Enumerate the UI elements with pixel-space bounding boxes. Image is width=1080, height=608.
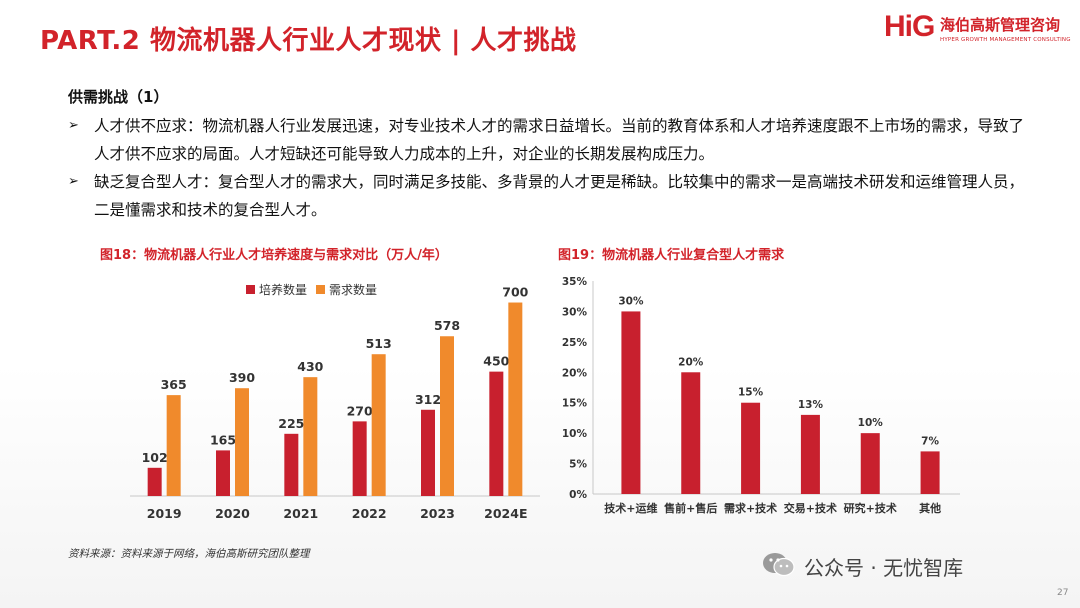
bullet-item: ➢ 人才供不应求：物流机器人行业发展迅速，对专业技术人才的需求日益增长。当前的教…	[68, 112, 1028, 168]
x-tick-label: 2020	[215, 506, 250, 521]
legend-swatch	[316, 285, 325, 294]
x-tick-label: 2023	[420, 506, 455, 521]
y-tick-label: 25%	[562, 337, 588, 349]
page-number: 27	[1057, 588, 1069, 598]
bar-demand	[235, 388, 249, 496]
logo-english-name: HYPER GROWTH MANAGEMENT CONSULTING	[940, 37, 1071, 43]
x-tick-label: 需求+技术	[724, 501, 777, 515]
data-label: 430	[297, 359, 323, 374]
wechat-icon	[763, 553, 795, 577]
data-label: 700	[502, 285, 528, 300]
watermark-text: 公众号 · 无忧智库	[804, 556, 964, 580]
data-label: 165	[210, 432, 236, 447]
y-tick-label: 20%	[562, 367, 588, 379]
data-label: 7%	[921, 435, 939, 447]
x-tick-label: 2022	[352, 506, 387, 521]
data-label: 30%	[618, 295, 644, 307]
bullet-text: 缺乏复合型人才：复合型人才的需求大，同时满足多技能、多背景的人才更是稀缺。比较集…	[94, 173, 1025, 219]
x-tick-label: 研究+技术	[844, 501, 897, 515]
x-tick-label: 2019	[147, 506, 182, 521]
bar-demand	[508, 302, 523, 496]
bar-demand-share	[741, 402, 761, 494]
chart1-legend: 培养数量 需求数量	[246, 282, 377, 297]
compound-talent-demand-chart: 0% 5% 10% 15% 20% 25% 30% 35% 30% 技术+运维 20% 售前+售后 15…	[562, 276, 960, 515]
x-tick-label: 交易+技术	[784, 501, 837, 515]
data-label: 390	[229, 370, 255, 385]
bar-demand-share	[920, 451, 940, 494]
bar-demand-share	[681, 372, 701, 494]
bullet-list: ➢ 人才供不应求：物流机器人行业发展迅速，对专业技术人才的需求日益增长。当前的教…	[68, 112, 1028, 224]
logo-chinese-name: 海伯高斯管理咨询	[940, 16, 1061, 34]
y-tick-label: 15%	[562, 398, 588, 410]
x-tick-label: 2024E	[484, 506, 527, 521]
data-label: 578	[434, 318, 460, 333]
data-label: 20%	[678, 356, 704, 368]
bar-supply	[216, 450, 230, 496]
bar-supply	[147, 467, 162, 496]
bar-demand	[440, 336, 454, 496]
data-label: 10%	[858, 417, 884, 429]
bar-supply	[421, 409, 435, 496]
x-tick-label: 技术+运维	[604, 501, 657, 515]
bullet-arrow-icon: ➢	[68, 118, 79, 133]
page-title: PART.2 物流机器人行业人才现状 | 人才挑战	[40, 26, 577, 56]
legend-label: 培养数量	[259, 282, 307, 297]
bar-demand	[303, 377, 318, 496]
bar-demand	[371, 354, 386, 496]
bar-demand	[166, 395, 181, 496]
data-label: 365	[161, 377, 187, 392]
figure1-title: 图18：物流机器人行业人才培养速度与需求对比（万人/年）	[100, 248, 448, 263]
section-title: 供需挑战（1）	[68, 88, 169, 106]
bar-supply	[352, 421, 367, 496]
data-label: 513	[366, 336, 392, 351]
logo-mark: HiG	[884, 10, 935, 43]
bar-supply	[284, 433, 299, 496]
data-label: 13%	[798, 399, 824, 411]
x-tick-label: 2021	[283, 506, 318, 521]
y-tick-label: 10%	[562, 428, 588, 440]
bar-demand-share	[621, 311, 641, 494]
legend-label: 需求数量	[329, 282, 377, 297]
bullet-item: ➢ 缺乏复合型人才：复合型人才的需求大，同时满足多技能、多背景的人才更是稀缺。比…	[68, 168, 1028, 224]
bar-demand-share	[860, 433, 880, 494]
y-tick-label: 35%	[562, 276, 588, 288]
figure2-title: 图19：物流机器人行业复合型人才需求	[558, 248, 785, 263]
data-label: 312	[415, 392, 441, 407]
x-tick-label: 售前+售后	[663, 501, 717, 515]
source-note: 资料来源：资料来源于网络，海伯高斯研究团队整理	[68, 548, 310, 560]
y-tick-label: 5%	[569, 459, 587, 471]
y-tick-label: 30%	[562, 306, 588, 318]
bullet-text: 人才供不应求：物流机器人行业发展迅速，对专业技术人才的需求日益增长。当前的教育体…	[94, 117, 1025, 163]
x-tick-label: 其他	[919, 501, 941, 515]
data-label: 270	[347, 403, 373, 418]
data-label: 450	[483, 354, 509, 369]
bar-supply	[489, 371, 504, 496]
data-label: 15%	[738, 387, 764, 399]
bar-demand-share	[800, 414, 820, 494]
data-label: 225	[278, 416, 304, 431]
talent-supply-demand-chart: 培养数量 需求数量 102 365 2019 165 390 2020 225 430 2021 27…	[130, 282, 540, 521]
bullet-arrow-icon: ➢	[68, 174, 79, 189]
legend-swatch	[246, 285, 255, 294]
company-logo: HiG 海伯高斯管理咨询 HYPER GROWTH MANAGEMENT CON…	[884, 10, 1074, 52]
data-label: 102	[142, 450, 168, 465]
y-tick-label: 0%	[569, 489, 587, 501]
